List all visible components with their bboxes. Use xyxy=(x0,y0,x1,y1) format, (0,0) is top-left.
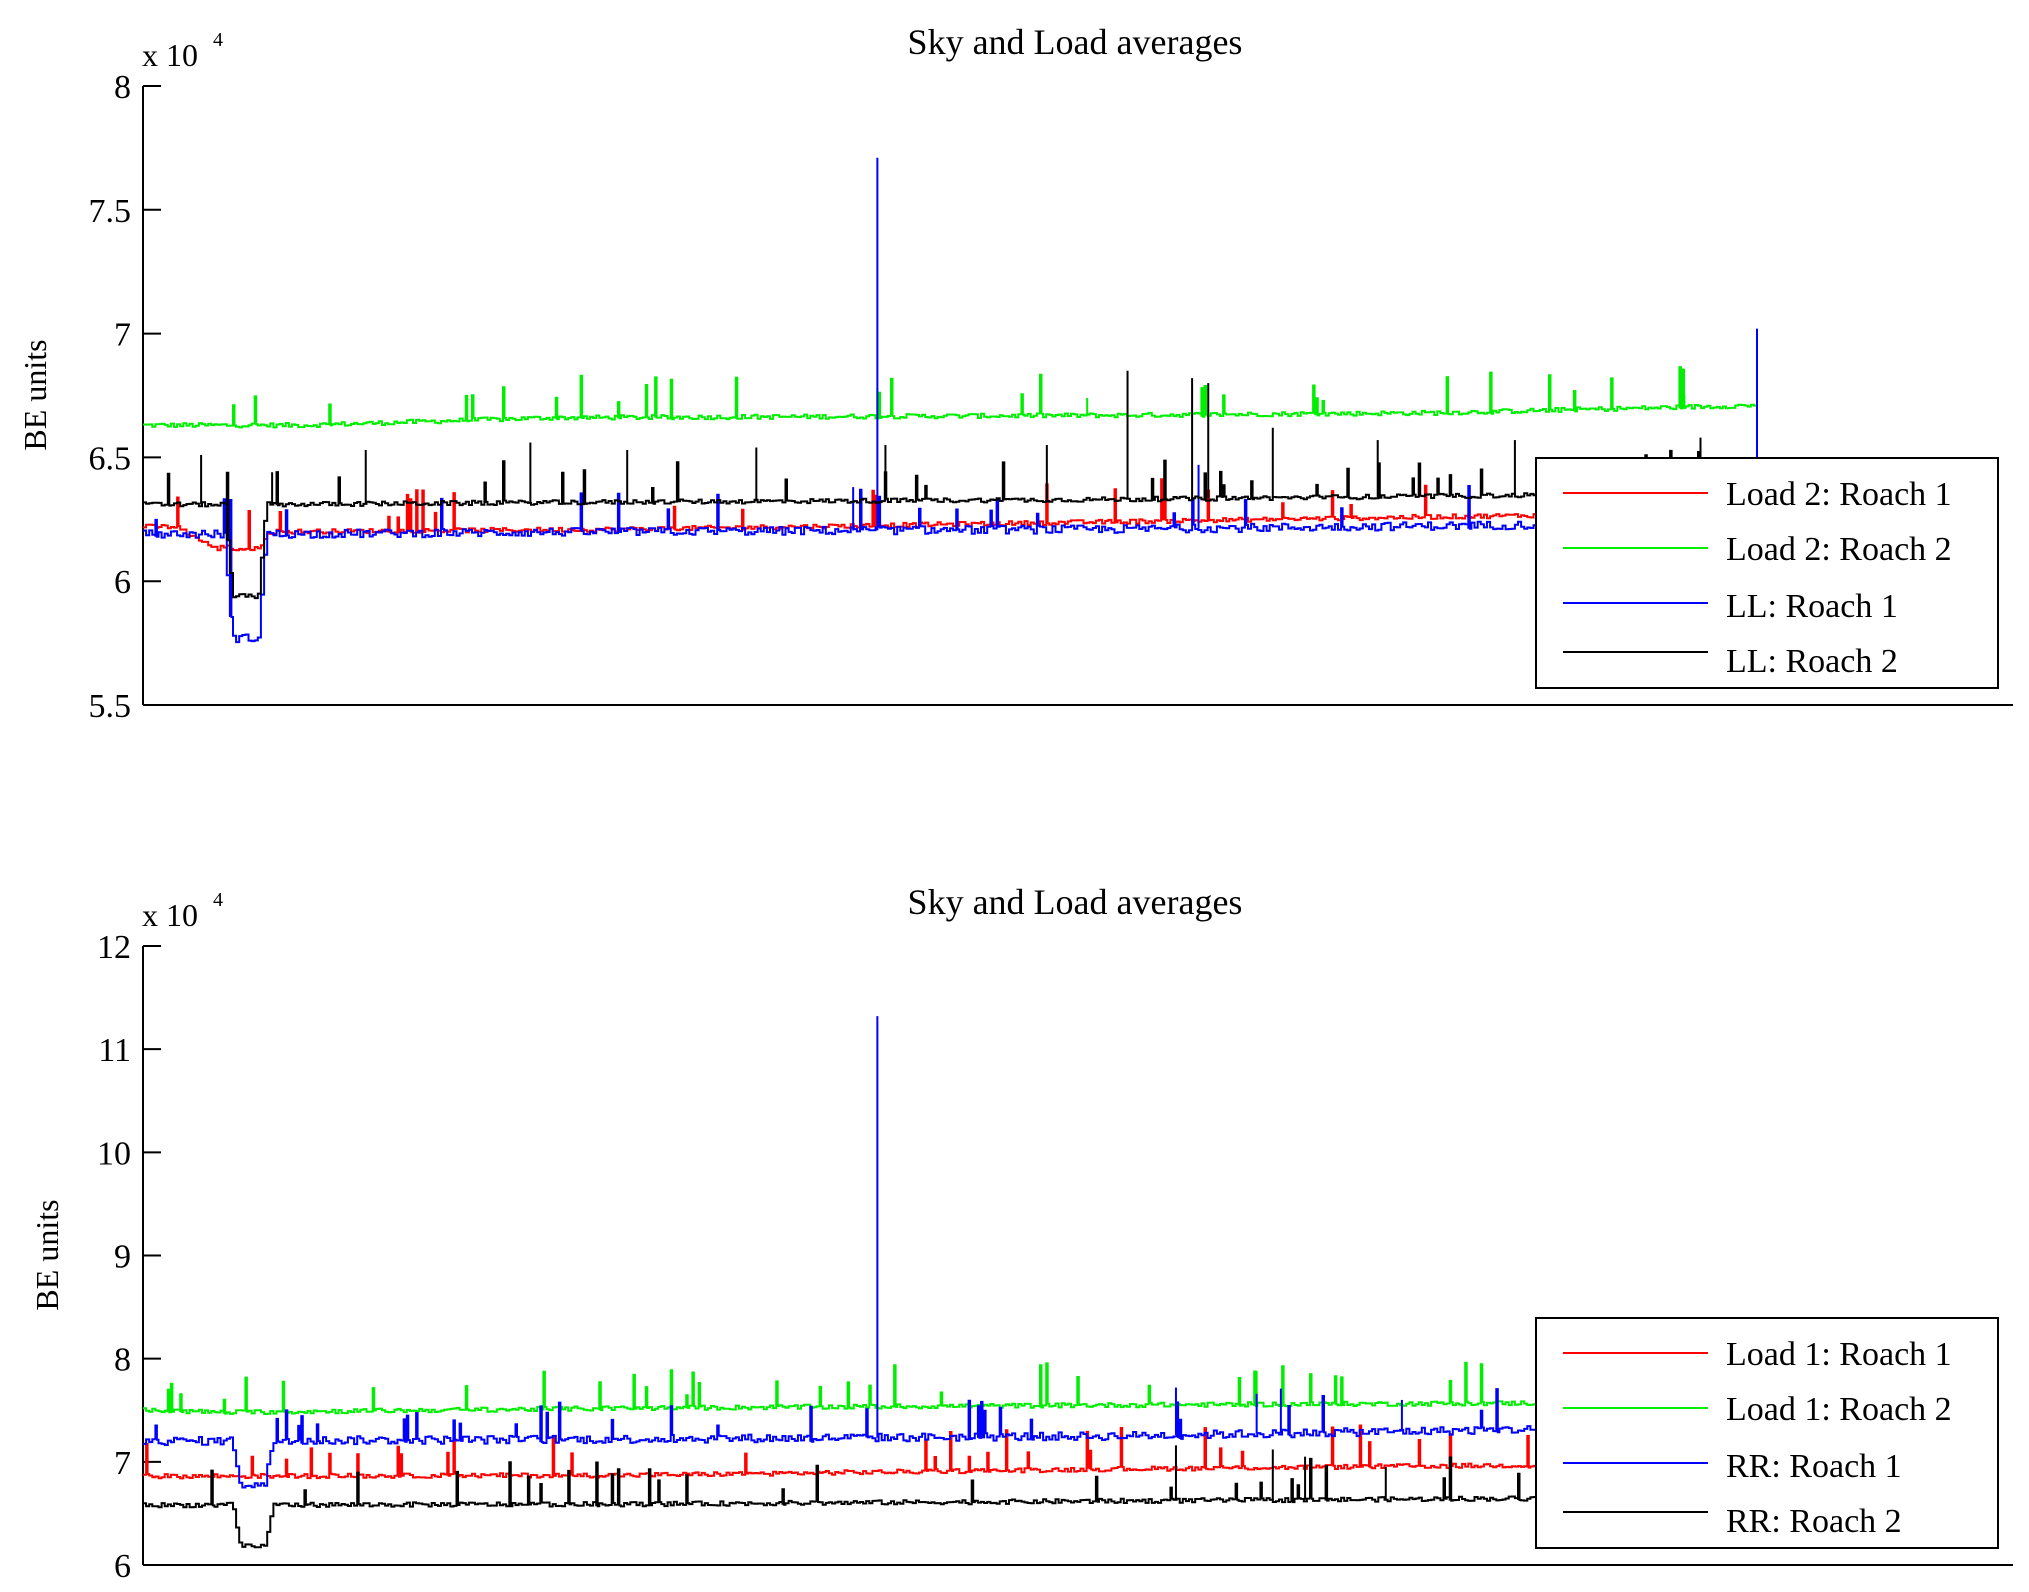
bottom-series-line-0 xyxy=(143,1424,1758,1480)
top-chart-title: Sky and Load averages xyxy=(908,22,1243,62)
top-legend-label-2: LL: Roach 1 xyxy=(1726,588,1898,625)
top-y-tick-label: 6.5 xyxy=(89,440,132,477)
top-series-line-3 xyxy=(143,449,1758,600)
bottom-chart: Sky and Load averages x 10 4 BE units 6 7… xyxy=(29,882,2013,1585)
bottom-exponent-power: 4 xyxy=(213,889,223,911)
top-legend-label-3: LL: Roach 2 xyxy=(1726,643,1898,680)
top-legend: Load 2: Roach 1 Load 2: Roach 2 LL: Roac… xyxy=(1535,457,1999,689)
top-y-tick-label: 7.5 xyxy=(89,193,132,230)
top-y-tick-label: 6 xyxy=(114,564,131,601)
top-series-group xyxy=(143,157,1758,644)
top-y-tick-label: 5.5 xyxy=(89,688,132,725)
top-legend-label-0: Load 2: Roach 1 xyxy=(1726,476,1952,513)
top-series-line-0 xyxy=(143,478,1758,552)
bottom-series-group xyxy=(143,1016,1758,1549)
top-exponent-label: x 10 xyxy=(142,37,198,73)
bottom-chart-title: Sky and Load averages xyxy=(908,882,1243,922)
bottom-legend-box xyxy=(1535,1317,1999,1549)
bottom-exponent-label: x 10 xyxy=(142,897,198,933)
bottom-legend-label-1: Load 1: Roach 2 xyxy=(1726,1391,1952,1428)
bottom-y-tick-label: 8 xyxy=(114,1342,131,1379)
bottom-y-tick-label: 9 xyxy=(114,1239,131,1276)
bottom-y-tick-label: 7 xyxy=(114,1445,131,1482)
bottom-y-tick-label: 12 xyxy=(97,929,131,966)
top-y-tick-label: 7 xyxy=(114,317,131,354)
top-y-tick-label: 8 xyxy=(114,69,131,106)
bottom-legend: Load 1: Roach 1 Load 1: Roach 2 RR: Roac… xyxy=(1535,1317,1999,1549)
top-series-line-1 xyxy=(143,366,1758,429)
top-series-line-2 xyxy=(143,481,1758,644)
bottom-series-line-1 xyxy=(143,1361,1758,1415)
bottom-legend-label-0: Load 1: Roach 1 xyxy=(1726,1336,1952,1373)
bottom-y-axis-label: BE units xyxy=(29,1199,65,1310)
bottom-series-line-3 xyxy=(143,1456,1758,1549)
top-axes: 5.5 6 6.5 7 7.5 8 xyxy=(89,69,2013,725)
top-y-axis-label: BE units xyxy=(17,339,53,450)
top-exponent-power: 4 xyxy=(213,29,223,51)
top-legend-label-1: Load 2: Roach 2 xyxy=(1726,531,1952,568)
bottom-y-tick-label: 11 xyxy=(98,1032,131,1069)
bottom-legend-label-2: RR: Roach 1 xyxy=(1726,1448,1902,1485)
top-legend-box xyxy=(1535,457,1999,689)
top-chart: Sky and Load averages x 10 4 BE units 5.… xyxy=(17,22,2013,725)
bottom-y-tick-label: 10 xyxy=(97,1135,131,1172)
bottom-legend-label-3: RR: Roach 2 xyxy=(1726,1503,1902,1540)
bottom-y-tick-label: 6 xyxy=(114,1548,131,1585)
bottom-axes: 6 7 8 9 10 11 12 xyxy=(97,929,2013,1585)
bottom-series-line-2 xyxy=(143,1387,1758,1489)
